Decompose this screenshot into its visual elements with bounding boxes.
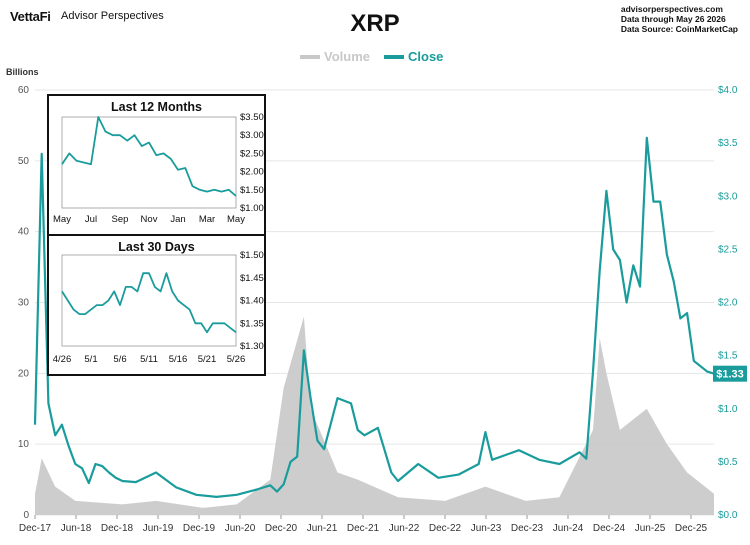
source-line-1: advisorperspectives.com <box>620 4 723 14</box>
inset-12m-x-tick-label: May <box>227 214 245 225</box>
inset-12m-y-tick-label: $3.00 <box>240 130 264 141</box>
inset-30d-close-line <box>61 272 237 334</box>
legend-volume: Volume <box>300 49 370 64</box>
right-tick-label: $0.5 <box>718 457 738 468</box>
last-value-label: $1.33 <box>716 369 744 381</box>
left-tick-label: 60 <box>18 85 30 96</box>
inset-12m-title: Last 12 Months <box>111 100 202 114</box>
left-tick-label: 0 <box>23 510 29 521</box>
inset-30d-x-tick-label: 4/26 <box>53 354 72 365</box>
right-tick-label: $1.5 <box>718 351 738 362</box>
left-tick-label: 40 <box>18 227 30 238</box>
inset-30d-title: Last 30 Days <box>118 240 194 254</box>
right-tick-label: $0.0 <box>718 510 738 521</box>
last-value-badge <box>713 365 747 382</box>
legend-volume-swatch <box>300 54 320 59</box>
right-tick-label: $2.0 <box>718 298 738 309</box>
inset-12m-x-tick-label: Sep <box>112 214 129 225</box>
x-tick-label: Jun-19 <box>143 523 174 534</box>
inset-30d-x-tick-label: 5/11 <box>140 354 158 365</box>
x-tick-label: Dec-19 <box>183 523 216 534</box>
inset-12m-y-tick-label: $3.50 <box>240 112 264 123</box>
x-tick-label: Dec-25 <box>675 523 708 534</box>
inset-30d-x-tick-label: 5/21 <box>198 354 217 365</box>
legend: Volume Close <box>300 49 443 64</box>
inset-12m-y-tick-label: $1.00 <box>240 203 264 214</box>
x-tick-label: Jun-25 <box>635 523 666 534</box>
left-tick-label: 20 <box>18 368 30 379</box>
x-tick-label: Dec-24 <box>593 523 626 534</box>
inset-30d-y-tick-label: $1.40 <box>240 296 264 307</box>
inset-30d-x-tick-label: 5/1 <box>84 354 97 365</box>
x-tick-label: Dec-20 <box>265 523 298 534</box>
left-tick-label: 50 <box>18 156 30 167</box>
right-tick-label: $1.0 <box>718 404 738 415</box>
source-info: advisorperspectives.com Data through May… <box>621 4 738 34</box>
inset-12m-x-tick-label: Jan <box>170 214 185 225</box>
left-tick-label: 30 <box>18 298 30 309</box>
inset-12m-x-tick-label: Jul <box>85 214 97 225</box>
legend-close-label: Close <box>408 49 444 64</box>
legend-close: Close <box>384 49 443 64</box>
x-tick-label: Jun-23 <box>471 523 502 534</box>
inset-12m-x-tick-label: May <box>53 214 71 225</box>
inset-30d-plot-area <box>61 254 237 347</box>
inset-30d-x-tick-label: 5/16 <box>169 354 188 365</box>
inset-30d-y-tick-label: $1.35 <box>240 318 264 329</box>
inset-30d-y-tick-label: $1.45 <box>240 273 264 284</box>
right-tick-label: $3.0 <box>718 191 738 202</box>
inset-12m-close-line <box>61 116 237 197</box>
brand-name: Advisor Perspectives <box>61 10 164 22</box>
x-tick-label: Jun-22 <box>389 523 420 534</box>
close-line <box>33 136 715 498</box>
x-tick-label: Jun-20 <box>225 523 256 534</box>
inset-12m-plot-area <box>61 116 237 209</box>
left-axis-label: Billions <box>6 67 39 77</box>
inset-30d-x-tick-label: 5/26 <box>227 354 246 365</box>
source-line-2: Data through May 26 2026 <box>620 14 726 24</box>
right-tick-label: $4.0 <box>718 85 738 96</box>
x-tick-label: Dec-21 <box>347 523 380 534</box>
x-tick-label: Dec-23 <box>511 523 544 534</box>
vettafi-logo: VettaFi <box>10 9 51 24</box>
inset-12m-y-tick-label: $1.50 <box>240 185 264 196</box>
volume-area <box>35 316 714 515</box>
right-tick-label: $2.5 <box>718 244 738 255</box>
inset-30d-x-tick-label: 5/6 <box>113 354 126 365</box>
legend-close-swatch <box>384 54 404 59</box>
left-tick-label: 10 <box>18 439 30 450</box>
legend-volume-label: Volume <box>324 49 370 64</box>
inset-12m-x-tick-label: Nov <box>141 214 158 225</box>
x-tick-label: Jun-24 <box>553 523 584 534</box>
inset-12m-y-tick-label: $2.00 <box>240 167 264 178</box>
inset-30d-y-tick-label: $1.50 <box>240 250 264 261</box>
inset-12m-y-tick-label: $2.50 <box>240 148 264 159</box>
x-tick-label: Dec-18 <box>101 523 134 534</box>
right-tick-label: $3.5 <box>718 138 738 149</box>
inset-30d-y-tick-label: $1.30 <box>240 341 264 352</box>
x-tick-label: Dec-17 <box>19 523 52 534</box>
x-tick-label: Dec-22 <box>429 523 462 534</box>
x-tick-label: Jun-21 <box>307 523 338 534</box>
x-tick-label: Jun-18 <box>61 523 92 534</box>
inset-12m-x-tick-label: Mar <box>199 214 215 225</box>
source-line-3: Data Source: CoinMarketCap <box>620 24 738 34</box>
